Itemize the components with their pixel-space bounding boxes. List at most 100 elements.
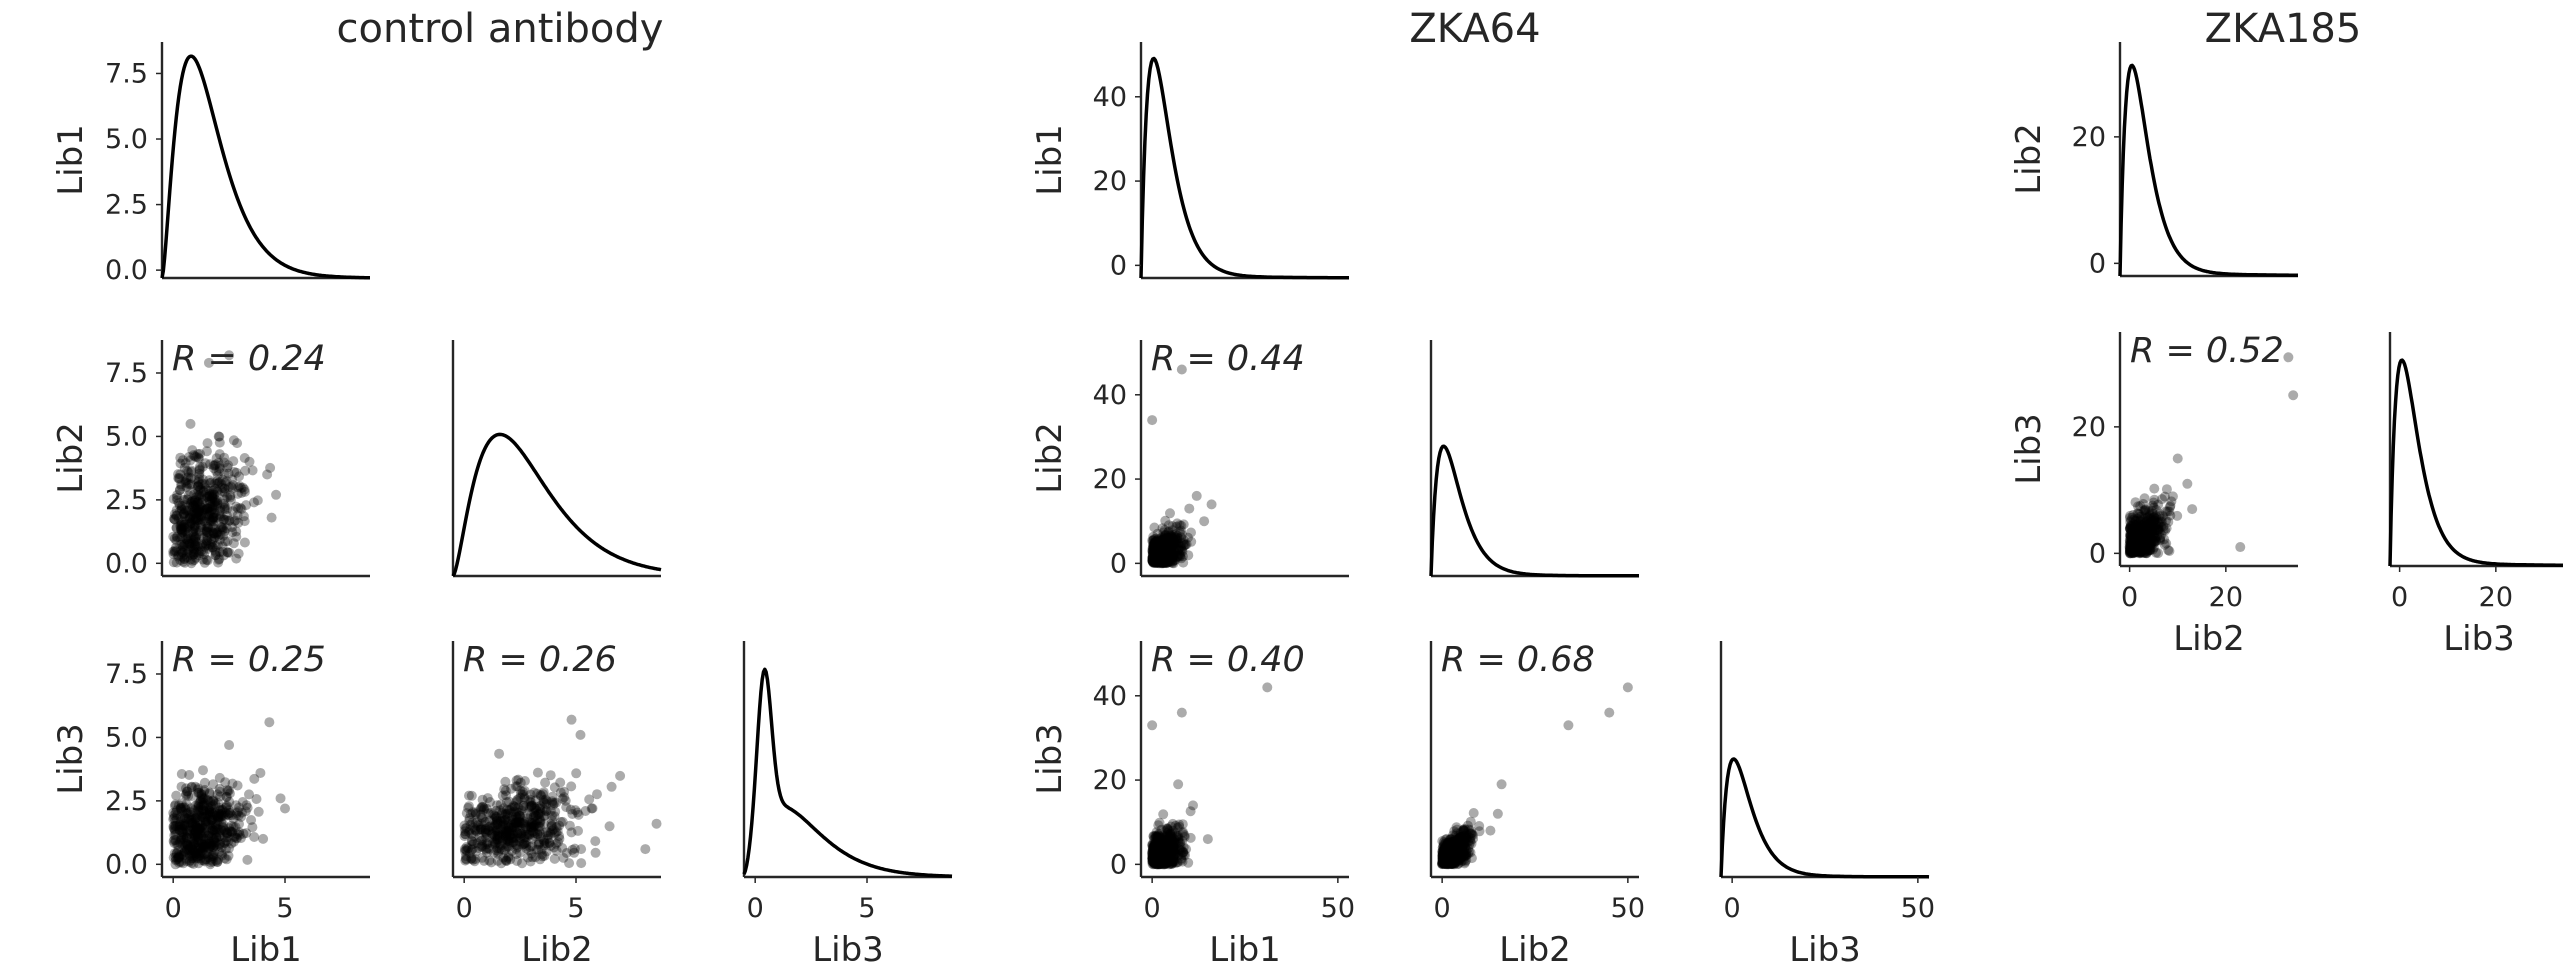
scatter-point	[186, 518, 197, 529]
scatter-point	[1157, 554, 1168, 564]
scatter-point	[210, 550, 221, 561]
scatter-point	[191, 515, 202, 526]
scatter-point	[201, 523, 212, 534]
scatter-point	[184, 821, 194, 832]
scatter-point	[1157, 542, 1168, 553]
scatter-point	[1163, 555, 1174, 566]
scatter-point	[187, 495, 198, 506]
scatter-point	[175, 520, 186, 531]
scatter-point	[223, 460, 234, 471]
scatter-point	[196, 492, 207, 503]
scatter-point	[506, 825, 517, 836]
scatter-point	[217, 810, 228, 821]
scatter-point	[202, 794, 213, 805]
scatter-point	[1159, 533, 1170, 544]
scatter-point	[170, 542, 181, 553]
scatter-point	[1153, 857, 1163, 868]
scatter-point	[514, 817, 525, 828]
scatter-point	[1163, 847, 1174, 858]
scatter-point	[221, 791, 232, 802]
scatter-point	[1604, 707, 1615, 718]
scatter-point	[179, 820, 190, 831]
scatter-point	[515, 833, 526, 844]
scatter-point	[1176, 850, 1187, 861]
scatter-point	[1153, 855, 1164, 866]
scatter-point	[178, 837, 189, 848]
scatter-point	[1160, 851, 1171, 862]
scatter-point	[1155, 550, 1166, 561]
scatter-point	[180, 458, 191, 469]
scatter-point	[1163, 547, 1174, 558]
scatter-point	[1150, 855, 1161, 866]
scatter-point	[1151, 541, 1162, 552]
scatter-point	[1165, 538, 1176, 549]
scatter-point	[188, 814, 199, 825]
scatter-point	[518, 801, 529, 811]
scatter-point	[184, 539, 195, 550]
scatter-point	[214, 808, 225, 819]
scatter-point	[511, 811, 522, 822]
scatter-point	[177, 813, 188, 824]
scatter-point	[1153, 554, 1164, 564]
scatter-point	[1148, 846, 1159, 857]
scatter-point	[474, 832, 485, 843]
scatter-point	[196, 838, 207, 849]
scatter-point	[170, 835, 181, 846]
scatter-point	[169, 509, 180, 520]
scatter-point	[209, 835, 219, 846]
scatter-point	[208, 519, 219, 530]
scatter-point	[175, 506, 186, 517]
scatter-point	[543, 830, 553, 841]
scatter-points	[1147, 682, 1273, 870]
scatter-point	[207, 809, 218, 820]
scatter-point	[192, 449, 203, 459]
scatter-point	[212, 539, 223, 550]
scatter-point	[198, 841, 209, 852]
scatter-point	[460, 829, 471, 840]
scatter-point	[199, 777, 210, 788]
scatter-point	[219, 483, 230, 494]
scatter-point	[236, 483, 247, 494]
scatter-point	[1153, 839, 1164, 850]
scatter-point	[210, 545, 221, 556]
scatter-point	[1163, 541, 1174, 552]
scatter-point	[508, 801, 519, 811]
scatter-point	[214, 477, 225, 487]
scatter-point	[1161, 558, 1172, 569]
scatter-point	[187, 844, 198, 855]
scatter-point	[483, 808, 494, 819]
scatter-point	[200, 483, 211, 494]
scatter-point	[501, 854, 511, 865]
scatter-point	[1181, 844, 1192, 855]
scatter-point	[525, 797, 536, 808]
scatter-point	[468, 831, 479, 842]
scatter-point	[1154, 555, 1165, 566]
scatter-point	[179, 818, 190, 829]
scatter-point	[1156, 556, 1166, 566]
scatter-point	[1173, 833, 1184, 844]
scatter-point	[1164, 556, 1175, 567]
scatter-point	[183, 528, 194, 539]
x-tick-label: 20	[2209, 582, 2243, 613]
scatter-point	[1148, 546, 1159, 557]
scatter-point	[1166, 831, 1177, 842]
scatter-point	[470, 824, 480, 835]
scatter-point	[195, 448, 205, 459]
scatter-point	[1154, 859, 1165, 870]
scatter-point	[188, 501, 198, 512]
scatter-point	[476, 802, 487, 813]
scatter-point	[1149, 856, 1160, 866]
scatter-point	[1147, 840, 1158, 851]
scatter-point	[228, 538, 239, 549]
scatter-point	[1163, 527, 1174, 538]
scatter-point	[1150, 857, 1161, 868]
scatter-point	[531, 844, 542, 855]
scatter-point	[173, 469, 184, 480]
scatter-point	[500, 815, 511, 825]
scatter-point	[210, 807, 221, 818]
scatter-point	[1163, 533, 1174, 544]
scatter-point	[1155, 551, 1166, 562]
scatter-point	[1159, 538, 1170, 549]
scatter-point	[193, 840, 204, 851]
x-tick-label: 50	[1321, 893, 1355, 924]
